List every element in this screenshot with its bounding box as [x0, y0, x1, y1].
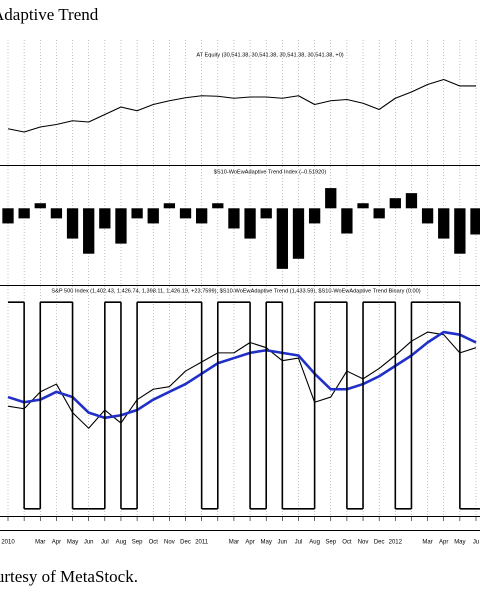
x-tick-label: Nov [164, 540, 175, 546]
x-tick-label: Jul [295, 540, 303, 546]
bar [179, 208, 192, 219]
x-tick-label: 2012 [389, 540, 403, 546]
line [7, 78, 476, 133]
line [7, 331, 477, 429]
bar [2, 208, 14, 224]
x-tick-label: Nov [358, 540, 369, 546]
bar [292, 208, 305, 259]
chart-frame [0, 165, 480, 531]
bar [66, 208, 79, 239]
bar [389, 198, 401, 209]
x-tick-label: Ju [473, 540, 479, 546]
x-tick-label: Jun [278, 540, 288, 546]
x-tick-label: Mar [35, 540, 45, 546]
x-tick-label: Apr [245, 540, 254, 546]
bar [83, 208, 95, 254]
bar [260, 208, 272, 219]
page-title: Adaptive Trend [0, 5, 99, 24]
caption: Courtesy of MetaStock. [0, 567, 138, 586]
x-tick-label: May [454, 540, 465, 546]
bar [115, 208, 127, 244]
x-tick-label: Jun [84, 540, 94, 546]
bar [454, 208, 466, 254]
bar [438, 208, 450, 239]
x-tick-label: Apr [439, 540, 448, 546]
panel-header: $S10-WoEwAdaptive Trend Index (–0.51920) [214, 169, 327, 175]
bar [99, 208, 111, 229]
x-tick-label: Aug [309, 540, 320, 546]
bar [163, 203, 176, 209]
bar [341, 208, 353, 234]
bar [373, 208, 385, 219]
bar [34, 203, 46, 209]
x-tick-label: May [67, 540, 78, 546]
x-tick-label: Oct [342, 540, 352, 546]
bar [308, 208, 321, 224]
x-tick-label: Apr [52, 540, 61, 546]
x-tick-label: Aug [116, 540, 127, 546]
x-tick-label: Sep [325, 540, 336, 546]
x-tick-label: 2010 [1, 540, 15, 546]
x-tick-label: Jul [101, 540, 109, 546]
x-tick-label: May [261, 540, 272, 546]
bar [196, 208, 208, 224]
panel-header: S&P 500 Index (1,402.43, 1,426.74, 1,398… [51, 288, 420, 294]
bar [228, 208, 240, 229]
line [7, 330, 477, 420]
bar [405, 193, 418, 209]
bar [50, 208, 63, 219]
bar [470, 208, 480, 235]
x-tick-label: Mar [422, 540, 432, 546]
x-tick-label: Oct [149, 540, 159, 546]
x-tick-label: Sep [132, 540, 143, 546]
x-tick-label: Mar [229, 540, 239, 546]
bar [357, 203, 369, 209]
bar [18, 208, 30, 219]
bar [212, 203, 224, 209]
x-tick-label: Dec [374, 540, 385, 546]
bar [276, 208, 288, 269]
bar [421, 208, 434, 224]
panel-header: AT Equity (30,541.38, 30,541.38, 30,541.… [196, 52, 343, 58]
bar [147, 208, 159, 224]
x-tick-label: Dec [180, 540, 191, 546]
bar [325, 188, 337, 209]
bar [244, 208, 256, 239]
x-tick-label: 2011 [195, 540, 209, 546]
bar [131, 208, 143, 219]
